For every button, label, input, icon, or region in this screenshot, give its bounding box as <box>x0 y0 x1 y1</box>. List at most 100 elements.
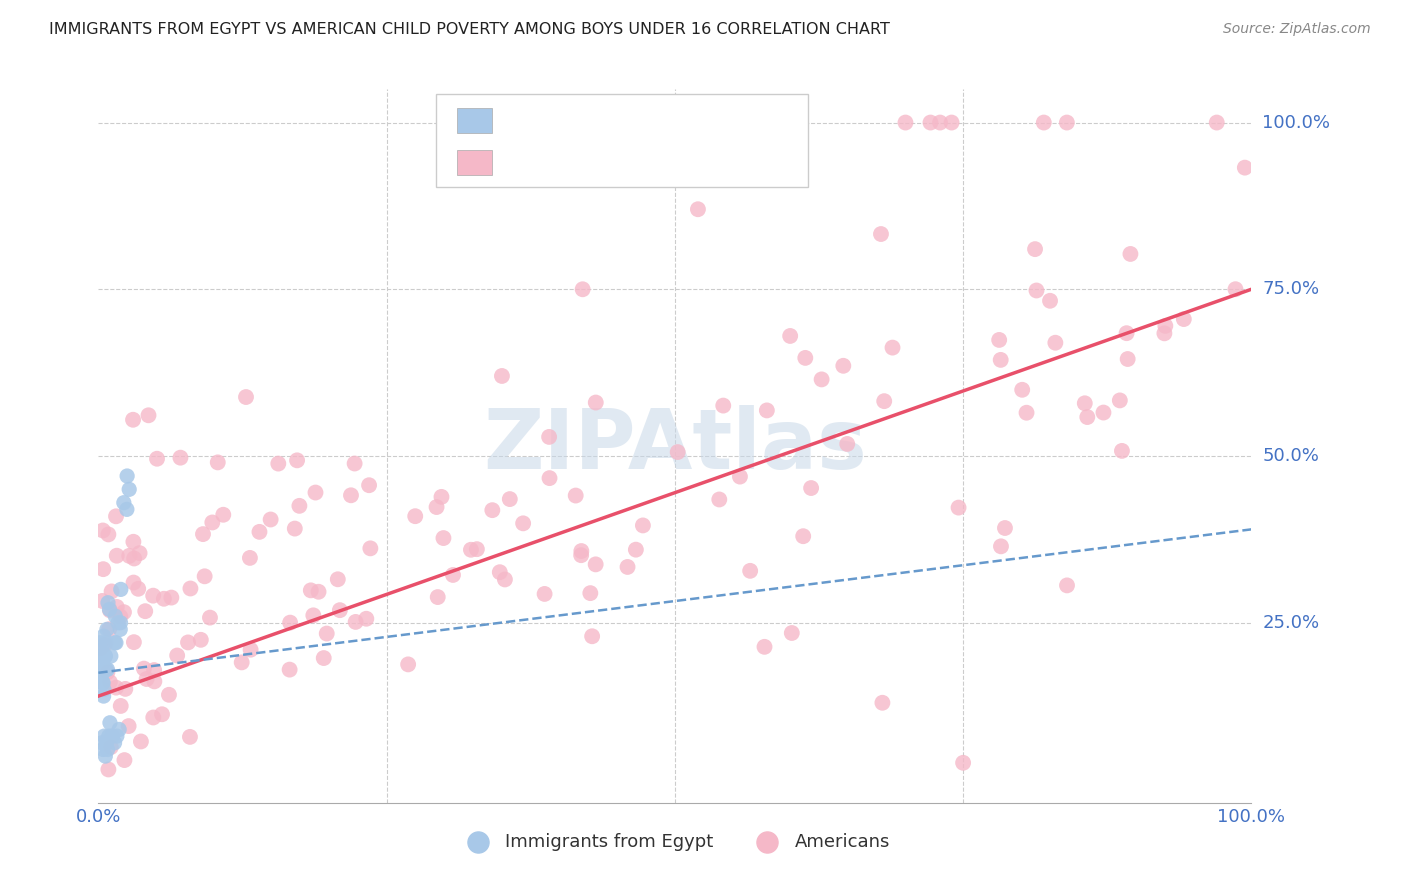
Point <box>1173 312 1195 326</box>
Point <box>1056 578 1078 592</box>
Point <box>105 549 128 563</box>
Point <box>115 502 138 516</box>
Point <box>359 478 381 492</box>
Point <box>249 524 271 539</box>
Point <box>115 469 138 483</box>
Point <box>569 544 592 558</box>
Point <box>107 615 129 630</box>
Point <box>94 662 117 676</box>
Point <box>96 736 118 750</box>
Text: 50.0%: 50.0% <box>1263 447 1319 465</box>
Point <box>1225 282 1247 296</box>
Point <box>142 710 165 724</box>
Point <box>1056 115 1078 129</box>
Point <box>481 503 503 517</box>
Point <box>98 622 121 636</box>
Point <box>499 492 522 507</box>
Point <box>1076 410 1098 425</box>
Point <box>207 455 229 469</box>
Point <box>98 603 121 617</box>
Point <box>143 674 166 689</box>
Point <box>585 395 607 409</box>
Point <box>122 575 145 590</box>
Point <box>89 636 111 650</box>
Point <box>988 333 1011 347</box>
Point <box>143 663 166 677</box>
Point <box>990 539 1012 553</box>
Point <box>98 715 121 730</box>
Point <box>90 656 112 670</box>
Point <box>329 603 352 617</box>
Point <box>1115 326 1137 341</box>
Point <box>404 509 426 524</box>
Point <box>326 572 349 586</box>
Point <box>97 763 120 777</box>
Point <box>278 615 301 630</box>
Point <box>780 626 803 640</box>
Point <box>873 394 896 409</box>
Text: 25.0%: 25.0% <box>1263 614 1320 632</box>
Point <box>1015 406 1038 420</box>
Point <box>93 682 115 697</box>
Point <box>920 115 942 129</box>
Point <box>98 675 121 690</box>
Point <box>512 516 534 531</box>
Point <box>110 582 132 597</box>
Point <box>1039 293 1062 308</box>
Point <box>837 437 859 451</box>
Point <box>288 499 311 513</box>
Point <box>1116 351 1139 366</box>
Point <box>96 662 118 676</box>
Text: 32: 32 <box>650 112 681 129</box>
Point <box>110 698 132 713</box>
Point <box>239 642 262 657</box>
Point <box>304 485 326 500</box>
Point <box>160 591 183 605</box>
Text: 153: 153 <box>650 153 688 171</box>
Point <box>198 610 221 624</box>
Point <box>142 589 165 603</box>
Point <box>105 681 128 695</box>
Point <box>929 115 952 129</box>
Point <box>343 457 366 471</box>
Point <box>94 749 117 764</box>
Point <box>1108 393 1130 408</box>
Point <box>91 594 114 608</box>
Point <box>491 368 513 383</box>
Point <box>952 756 974 770</box>
Point <box>1025 284 1047 298</box>
Point <box>150 707 173 722</box>
Point <box>201 516 224 530</box>
Point <box>129 734 152 748</box>
Point <box>122 551 145 566</box>
Point <box>755 403 778 417</box>
Point <box>285 453 308 467</box>
Point <box>94 649 117 664</box>
Point <box>810 372 832 386</box>
Point <box>138 409 160 423</box>
Point <box>882 341 904 355</box>
Text: R =: R = <box>502 112 541 129</box>
Point <box>432 531 454 545</box>
Point <box>740 564 762 578</box>
Point <box>90 669 112 683</box>
Point <box>179 730 201 744</box>
Point <box>832 359 855 373</box>
Point <box>105 509 128 524</box>
Text: 100.0%: 100.0% <box>1263 113 1330 131</box>
Point <box>118 483 141 497</box>
Point <box>1154 318 1177 333</box>
Point <box>96 623 118 637</box>
Point <box>396 657 419 672</box>
Text: 75.0%: 75.0% <box>1263 280 1320 298</box>
Point <box>631 518 654 533</box>
Point <box>441 568 464 582</box>
Point <box>585 558 607 572</box>
Point <box>112 496 135 510</box>
Text: ZIPAtlas: ZIPAtlas <box>482 406 868 486</box>
Point <box>134 604 156 618</box>
Point <box>132 662 155 676</box>
Point <box>870 227 893 241</box>
Point <box>616 560 638 574</box>
Point <box>571 282 593 296</box>
